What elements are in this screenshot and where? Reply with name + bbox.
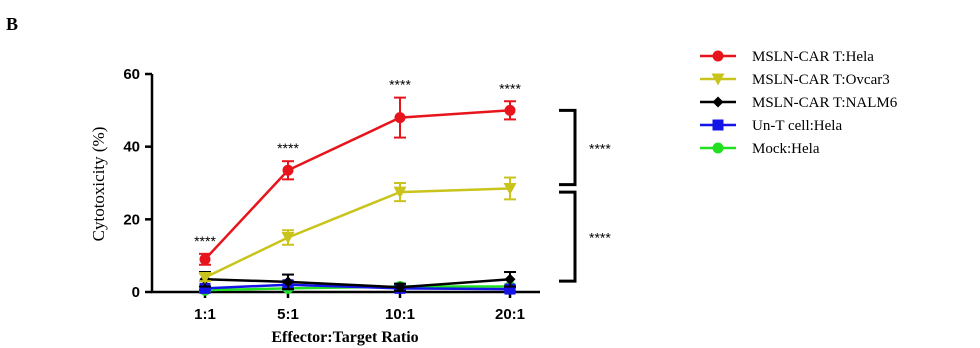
data-point [281,232,295,244]
data-point [282,164,294,176]
series-line [204,109,511,261]
data-point [199,253,211,265]
series-layer [198,96,517,296]
data-point [282,276,294,288]
data-point [504,283,516,295]
data-point [504,104,516,116]
x-axis-title: Effector:Target Ratio [271,329,418,346]
y-tick-label: 40 [123,139,140,156]
data-point [393,186,407,199]
x-tick-label: 1:1 [194,306,216,323]
legend-marker [712,142,724,154]
series-msln-car-t-ovcar3 [198,176,517,284]
legend-item: MSLN-CAR T:NALM6 [700,95,898,111]
series-msln-car-t-hela [199,96,516,266]
data-point [394,112,406,124]
y-tick-label: 60 [123,66,140,83]
data-point [394,281,406,293]
y-tick-label: 20 [123,211,140,228]
legend-marker [712,96,724,108]
bracket-significance-label: **** [589,140,611,156]
y-tick-label: 0 [132,284,140,301]
data-point [198,271,212,284]
data-point [199,282,211,294]
legend-label: Un-T cell:Hela [752,118,842,134]
panel-label: B [6,14,18,34]
legend-marker [712,50,724,62]
x-tick-label: 10:1 [385,306,415,323]
significance-label: **** [499,80,521,96]
x-tick-label: 5:1 [277,306,299,323]
y-ticks: 0 20 40 60 [123,66,152,301]
x-tick-label: 20:1 [495,306,525,323]
legend-item: Mock:Hela [700,141,820,157]
series-line [204,187,511,279]
x-ticks: 1:1 5:1 10:1 20:1 [194,292,525,323]
significance-layer: **** **** **** **** [194,77,521,249]
brackets-layer: **** **** [559,108,611,283]
bracket-significance-label: **** [589,230,611,246]
legend: MSLN-CAR T:Hela MSLN-CAR T:Ovcar3 MSLN-CAR… [700,49,898,157]
series-line [204,278,511,289]
y-axis-title: Cytotoxicity (%) [89,127,108,242]
significance-label: **** [389,77,411,93]
legend-item: MSLN-CAR T:Hela [700,49,874,65]
legend-item: Un-T cell:Hela [700,118,842,134]
significance-label: **** [277,140,299,156]
data-point [504,273,516,285]
legend-label: Mock:Hela [752,141,820,157]
legend-label: MSLN-CAR T:Ovcar3 [752,72,890,88]
series-line [204,283,511,291]
legend-marker [712,119,724,131]
legend-label: MSLN-CAR T:Hela [752,49,874,65]
legend-marker [711,73,725,86]
data-point [503,182,517,195]
significance-label: **** [194,233,216,249]
legend-item: MSLN-CAR T:Ovcar3 [700,72,890,88]
plot-area [150,74,540,294]
legend-label: MSLN-CAR T:NALM6 [752,95,898,111]
significance-bracket [559,108,577,187]
significance-bracket [559,190,577,283]
